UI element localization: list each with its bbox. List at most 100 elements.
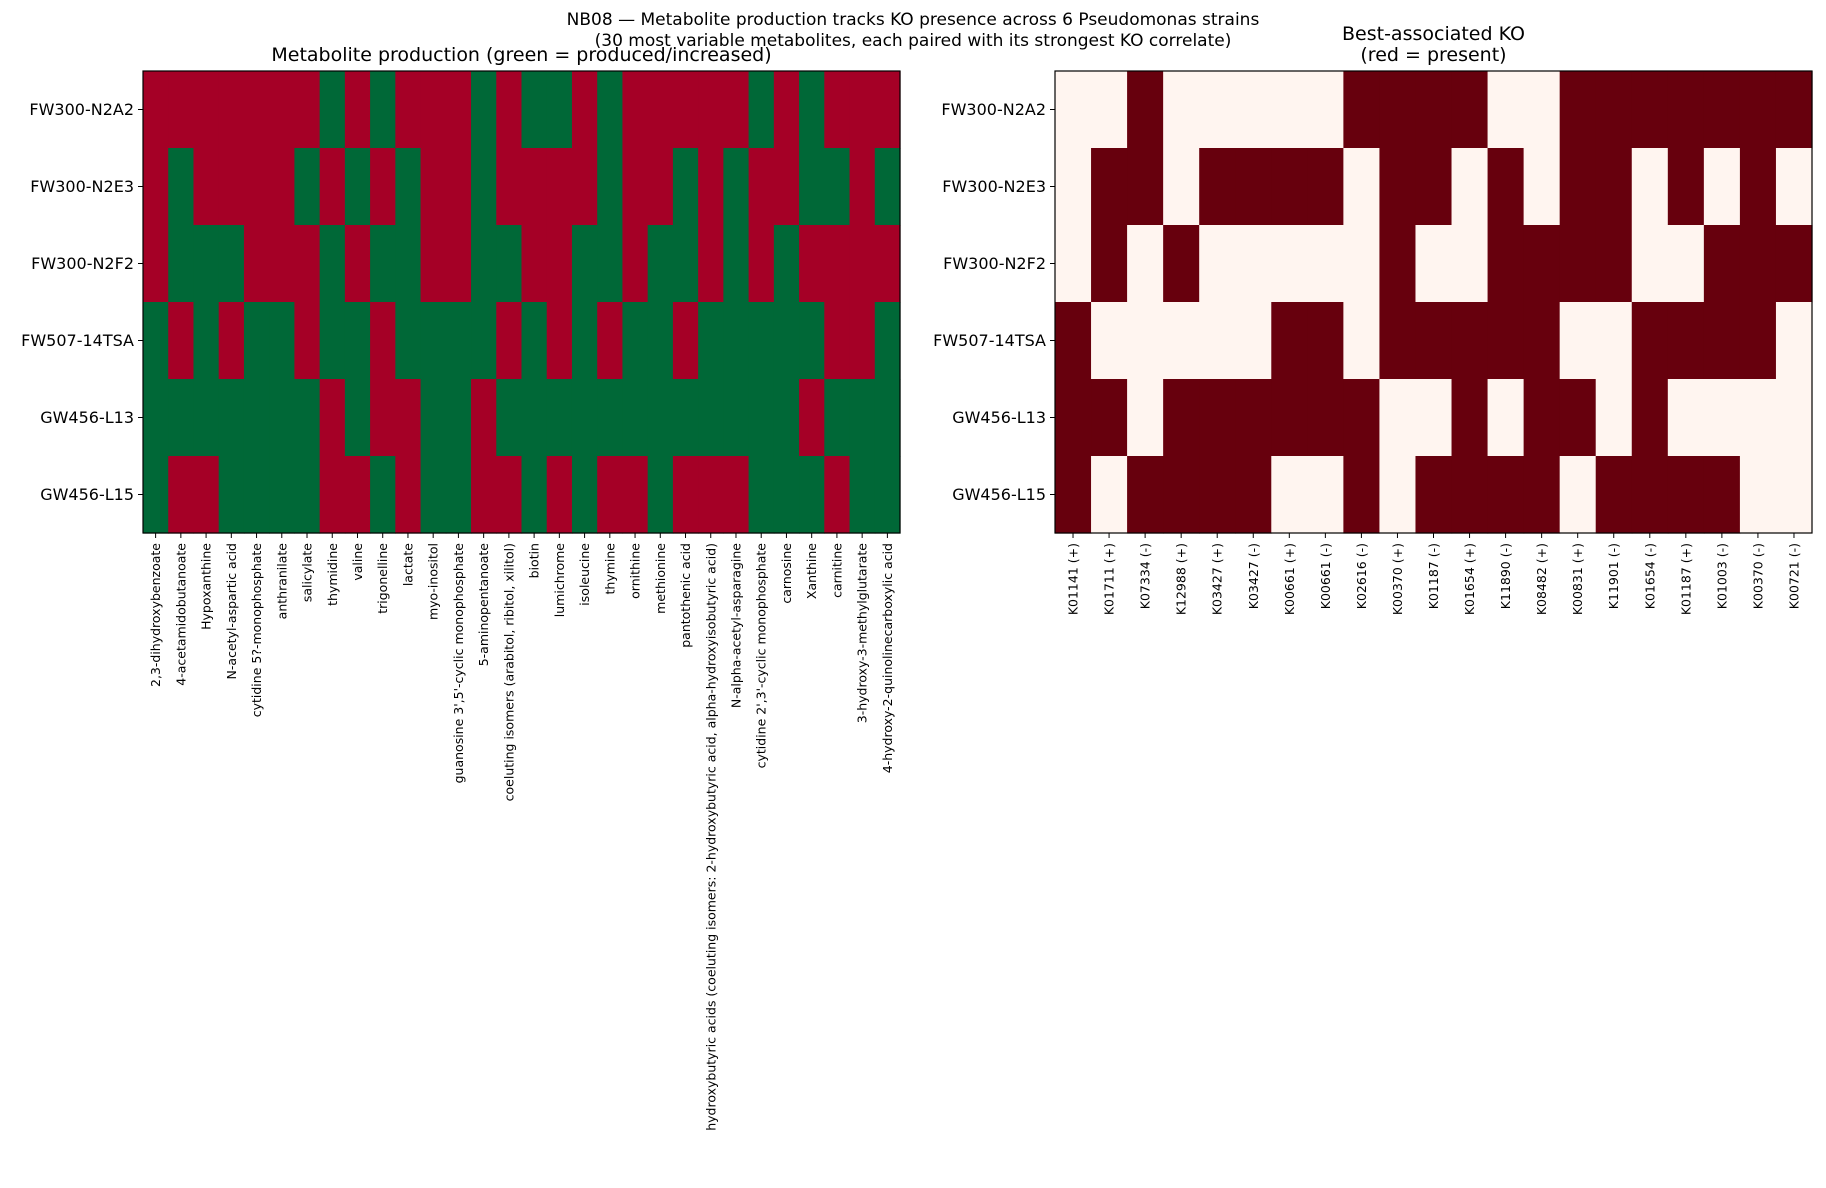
metabolite-y-tick-label: FW507-14TSA xyxy=(21,331,134,350)
metabolite-heatmap-cell xyxy=(672,71,699,149)
metabolite-heatmap-cell xyxy=(521,456,548,534)
metabolite-heatmap-cell xyxy=(471,225,497,303)
metabolite-heatmap-cell xyxy=(723,71,750,149)
ko-heatmap-cell xyxy=(1631,456,1669,534)
ko-heatmap-cell xyxy=(1595,148,1633,226)
ko-heatmap-cell xyxy=(1307,302,1344,380)
metabolite-heatmap-cell xyxy=(143,148,169,226)
metabolite-y-tick-label: GW456-L15 xyxy=(40,485,134,504)
metabolite-heatmap-cell xyxy=(799,456,825,534)
metabolite-heatmap-cell xyxy=(193,456,220,534)
ko-heatmap-cell xyxy=(1379,379,1417,457)
ko-heatmap-cell xyxy=(1415,148,1453,226)
metabolite-heatmap-cell xyxy=(723,379,750,457)
ko-heatmap-cell xyxy=(1127,225,1164,303)
metabolite-heatmap-cell xyxy=(294,148,321,226)
metabolite-heatmap-cell xyxy=(269,456,295,534)
metabolite-x-tick-label: cytidine 5?-monophosphate xyxy=(249,543,264,718)
metabolite-heatmap-cell xyxy=(597,456,624,534)
ko-heatmap-cell xyxy=(1307,71,1344,149)
metabolite-heatmap-cell xyxy=(143,225,169,303)
metabolite-heatmap-cell xyxy=(319,71,346,149)
metabolite-heatmap-cell xyxy=(799,379,825,457)
metabolite-heatmap-cell xyxy=(218,148,245,226)
metabolite-heatmap-cell xyxy=(193,302,220,380)
ko-x-tick-label: K00831 (+) xyxy=(1570,543,1585,615)
ko-heatmap-cell xyxy=(1379,71,1417,149)
metabolite-heatmap-cell xyxy=(849,379,876,457)
ko-heatmap-cell xyxy=(1415,302,1453,380)
metabolite-x-tick-label: lactate xyxy=(400,543,415,586)
metabolite-heatmap-cell xyxy=(344,302,371,380)
metabolite-y-tick-label: GW456-L13 xyxy=(40,408,134,427)
ko-x-tick-label: K01141 (+) xyxy=(1066,543,1081,615)
metabolite-x-tick-label: Hypoxanthine xyxy=(199,543,214,630)
metabolite-heatmap-cell xyxy=(647,302,674,380)
ko-heatmap-cell xyxy=(1739,456,1777,534)
metabolite-heatmap-cell xyxy=(243,379,270,457)
metabolite-x-tick-label: pantothenic acid xyxy=(678,543,693,648)
metabolite-x-tick-label: guanosine 3',5'-cyclic monophosphate xyxy=(451,543,466,784)
ko-heatmap-cell xyxy=(1667,302,1705,380)
ko-heatmap-cell xyxy=(1379,302,1417,380)
ko-y-tick-label: FW300-N2A2 xyxy=(941,100,1046,119)
metabolite-heatmap-cell xyxy=(193,71,220,149)
metabolite-heatmap-cell xyxy=(420,456,447,534)
metabolite-heatmap-cell xyxy=(622,148,649,226)
ko-heatmap-cell xyxy=(1739,302,1777,380)
metabolite-heatmap-cell xyxy=(294,71,321,149)
metabolite-heatmap-cell xyxy=(571,456,598,534)
ko-heatmap-cell xyxy=(1199,302,1236,380)
ko-heatmap-cell xyxy=(1775,225,1813,303)
metabolite-x-tick-label: carnitine xyxy=(829,543,844,598)
metabolite-heatmap-cell xyxy=(218,225,245,303)
ko-heatmap-cell xyxy=(1739,71,1777,149)
ko-heatmap-cell xyxy=(1667,148,1705,226)
ko-heatmap-cell xyxy=(1091,71,1128,149)
metabolite-heatmap-cell xyxy=(622,225,649,303)
ko-heatmap-cell xyxy=(1559,225,1597,303)
metabolite-heatmap-cell xyxy=(622,71,649,149)
metabolite-x-tick-label: biotin xyxy=(527,543,542,578)
ko-heatmap-cell xyxy=(1559,148,1597,226)
metabolite-x-tick-label: valine xyxy=(350,543,365,581)
metabolite-heatmap-cell xyxy=(698,225,724,303)
metabolite-heatmap-cell xyxy=(319,148,346,226)
metabolite-heatmap-cell xyxy=(168,302,195,380)
metabolite-heatmap-cell xyxy=(218,456,245,534)
ko-heatmap-cell xyxy=(1451,302,1489,380)
metabolite-x-tick-label: methionine xyxy=(653,543,668,614)
metabolite-heatmap-cell xyxy=(496,456,523,534)
ko-heatmap-cell xyxy=(1091,148,1128,226)
metabolite-heatmap-cell xyxy=(319,225,346,303)
metabolite-heatmap-cell xyxy=(773,456,800,534)
metabolite-x-tick-label: thymidine xyxy=(325,543,340,606)
metabolite-heatmap-cell xyxy=(723,148,750,226)
ko-heatmap-cell xyxy=(1523,456,1561,534)
ko-heatmap-cell xyxy=(1595,379,1633,457)
ko-heatmap-cell xyxy=(1127,71,1164,149)
ko-heatmap-cell xyxy=(1343,302,1381,380)
ko-heatmap-cell xyxy=(1055,71,1092,149)
ko-heatmap-cell xyxy=(1595,302,1633,380)
metabolite-heatmap-cell xyxy=(546,456,573,534)
metabolite-y-tick-label: FW300-N2F2 xyxy=(31,254,134,273)
metabolite-heatmap-cell xyxy=(521,302,548,380)
ko-heatmap-cell xyxy=(1595,225,1633,303)
ko-heatmap-cell xyxy=(1487,225,1525,303)
metabolite-heatmap-cell xyxy=(143,456,169,534)
metabolite-x-tick-label: Xanthine xyxy=(804,543,819,599)
ko-heatmap-cell xyxy=(1343,148,1381,226)
ko-heatmap-cell xyxy=(1775,379,1813,457)
metabolite-heatmap-cell xyxy=(748,225,775,303)
metabolite-heatmap: Metabolite production (green = produced/… xyxy=(21,44,901,1131)
ko-x-tick-label: K01711 (+) xyxy=(1102,543,1117,615)
metabolite-heatmap-cell xyxy=(748,456,775,534)
metabolite-x-tick-label: anthranilate xyxy=(274,543,289,620)
metabolite-heatmap-cell xyxy=(243,148,270,226)
metabolite-y-tick-label: FW300-N2E3 xyxy=(30,177,134,196)
ko-x-tick-label: K03427 (-) xyxy=(1246,543,1261,609)
metabolite-x-tick-label: lumichrome xyxy=(552,543,567,618)
metabolite-x-tick-label: trigonelline xyxy=(375,543,390,614)
metabolite-heatmap-cell xyxy=(698,71,724,149)
